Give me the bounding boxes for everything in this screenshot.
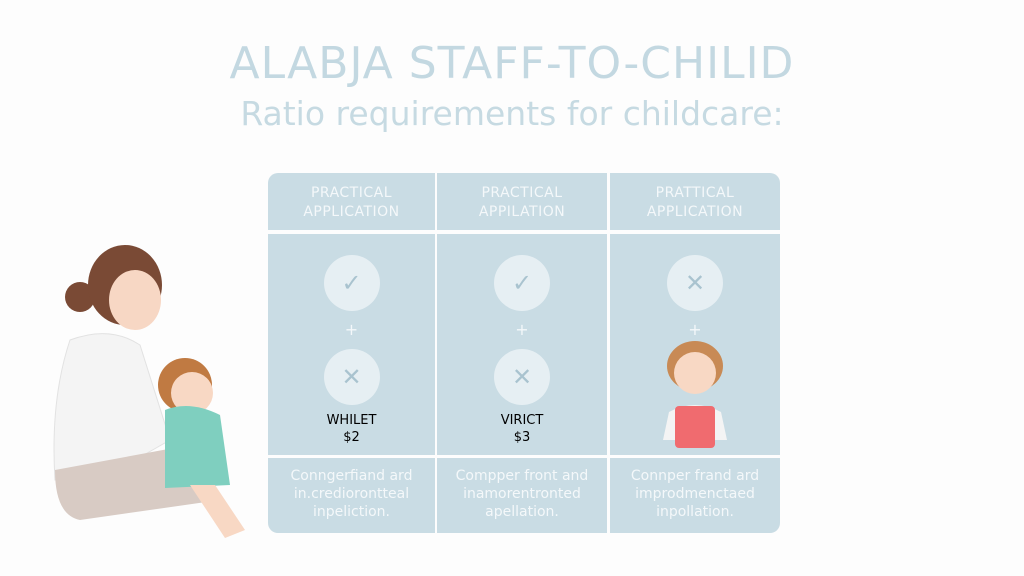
label-line: VIRICT — [500, 413, 544, 428]
header-line: PRATTICAL — [655, 185, 735, 201]
mother-child-illustration — [53, 245, 245, 538]
x-icon: ✕ — [323, 349, 380, 405]
description-line: Compper front and — [455, 468, 589, 484]
x-icon: ✕ — [667, 255, 723, 311]
description-line: inamorentronted — [463, 486, 581, 502]
label-line: WHILET — [326, 413, 377, 428]
column-description: Conngerfiand ard in.crediorontteal inpelic… — [268, 458, 435, 533]
x-icon: ✕ — [494, 349, 550, 405]
check-icon: ✓ — [494, 255, 550, 311]
plus-sign: + — [515, 320, 529, 339]
column-description: Connper frand ard improdmenctaed inpollati… — [610, 458, 780, 533]
title-line-1: ALABJA STAFF-TO-CHILID — [229, 38, 795, 89]
column-header: PRACTICAL APPLICATION — [268, 173, 435, 230]
description-line: improdmenctaed — [635, 486, 755, 502]
mother-hair-bun — [65, 282, 95, 312]
description-line: inpeliction. — [312, 504, 390, 520]
header-line: APPLICATION — [646, 204, 744, 220]
ratio-label: VIRICT $3 — [462, 412, 582, 446]
plus-sign: + — [688, 320, 702, 339]
plus-sign: + — [344, 320, 359, 339]
column-description: Compper front and inamorentronted apellati… — [437, 458, 607, 533]
label-line: $2 — [343, 430, 360, 445]
child-illustration — [663, 341, 727, 448]
title-line-2: Ratio requirements for childcare: — [240, 94, 784, 133]
label-line: $3 — [513, 430, 531, 445]
description-line: inpollation. — [656, 504, 734, 520]
header-line: APPLICATION — [303, 204, 400, 220]
description-line: in.crediorontteal — [293, 486, 410, 502]
header-line: APPILATION — [478, 204, 566, 220]
child-legs — [190, 485, 245, 538]
mother-body — [53, 333, 171, 481]
description-line: Connper frand ard — [630, 468, 760, 484]
child-body — [165, 406, 230, 488]
header-line: PRACTICAL — [481, 185, 563, 201]
description-line: apellation. — [485, 504, 559, 520]
check-icon: ✓ — [323, 255, 380, 311]
mother-face — [109, 270, 161, 330]
column-header: PRATTICAL APPLICATION — [610, 173, 780, 230]
header-line: PRACTICAL — [310, 185, 393, 201]
child-face — [171, 372, 213, 414]
description-line: Conngerfiand ard — [290, 468, 413, 484]
column-header: PRACTICAL APPILATION — [437, 173, 607, 230]
ratio-label: WHILET $2 — [292, 412, 412, 446]
